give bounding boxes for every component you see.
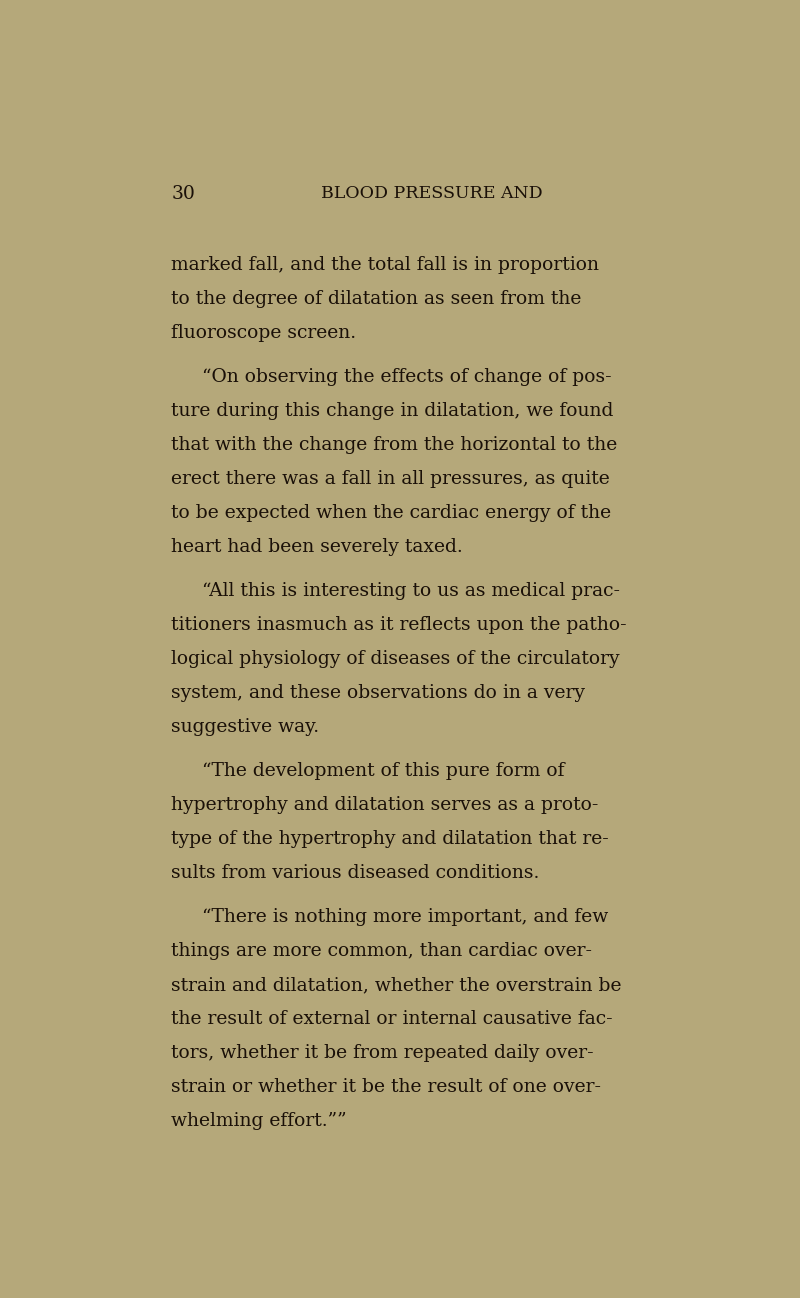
Text: BLOOD PRESSURE AND: BLOOD PRESSURE AND — [321, 184, 542, 201]
Text: suggestive way.: suggestive way. — [171, 718, 319, 736]
Text: fluoroscope screen.: fluoroscope screen. — [171, 323, 357, 341]
Text: erect there was a fall in all pressures, as quite: erect there was a fall in all pressures,… — [171, 470, 610, 488]
Text: marked fall, and the total fall is in proportion: marked fall, and the total fall is in pr… — [171, 256, 599, 274]
Text: “The development of this pure form of: “The development of this pure form of — [202, 762, 565, 780]
Text: “There is nothing more important, and few: “There is nothing more important, and fe… — [202, 909, 609, 927]
Text: sults from various diseased conditions.: sults from various diseased conditions. — [171, 864, 540, 881]
Text: titioners inasmuch as it reflects upon the patho-: titioners inasmuch as it reflects upon t… — [171, 617, 627, 633]
Text: hypertrophy and dilatation serves as a proto-: hypertrophy and dilatation serves as a p… — [171, 796, 598, 814]
Text: logical physiology of diseases of the circulatory: logical physiology of diseases of the ci… — [171, 650, 620, 668]
Text: “On observing the effects of change of pos-: “On observing the effects of change of p… — [202, 367, 612, 386]
Text: things are more common, than cardiac over-: things are more common, than cardiac ove… — [171, 942, 592, 961]
Text: whelming effort.””: whelming effort.”” — [171, 1112, 347, 1131]
Text: to be expected when the cardiac energy of the: to be expected when the cardiac energy o… — [171, 504, 611, 522]
Text: strain and dilatation, whether the overstrain be: strain and dilatation, whether the overs… — [171, 976, 622, 994]
Text: heart had been severely taxed.: heart had been severely taxed. — [171, 537, 463, 556]
Text: strain or whether it be the result of one over-: strain or whether it be the result of on… — [171, 1079, 602, 1096]
Text: “All this is interesting to us as medical prac-: “All this is interesting to us as medica… — [202, 582, 620, 600]
Text: that with the change from the horizontal to the: that with the change from the horizontal… — [171, 436, 618, 454]
Text: 30: 30 — [171, 184, 195, 202]
Text: system, and these observations do in a very: system, and these observations do in a v… — [171, 684, 586, 702]
Text: to the degree of dilatation as seen from the: to the degree of dilatation as seen from… — [171, 289, 582, 308]
Text: type of the hypertrophy and dilatation that re-: type of the hypertrophy and dilatation t… — [171, 829, 609, 848]
Text: ture during this change in dilatation, we found: ture during this change in dilatation, w… — [171, 402, 614, 419]
Text: the result of external or internal causative fac-: the result of external or internal causa… — [171, 1010, 613, 1028]
Text: tors, whether it be from repeated daily over-: tors, whether it be from repeated daily … — [171, 1044, 594, 1062]
